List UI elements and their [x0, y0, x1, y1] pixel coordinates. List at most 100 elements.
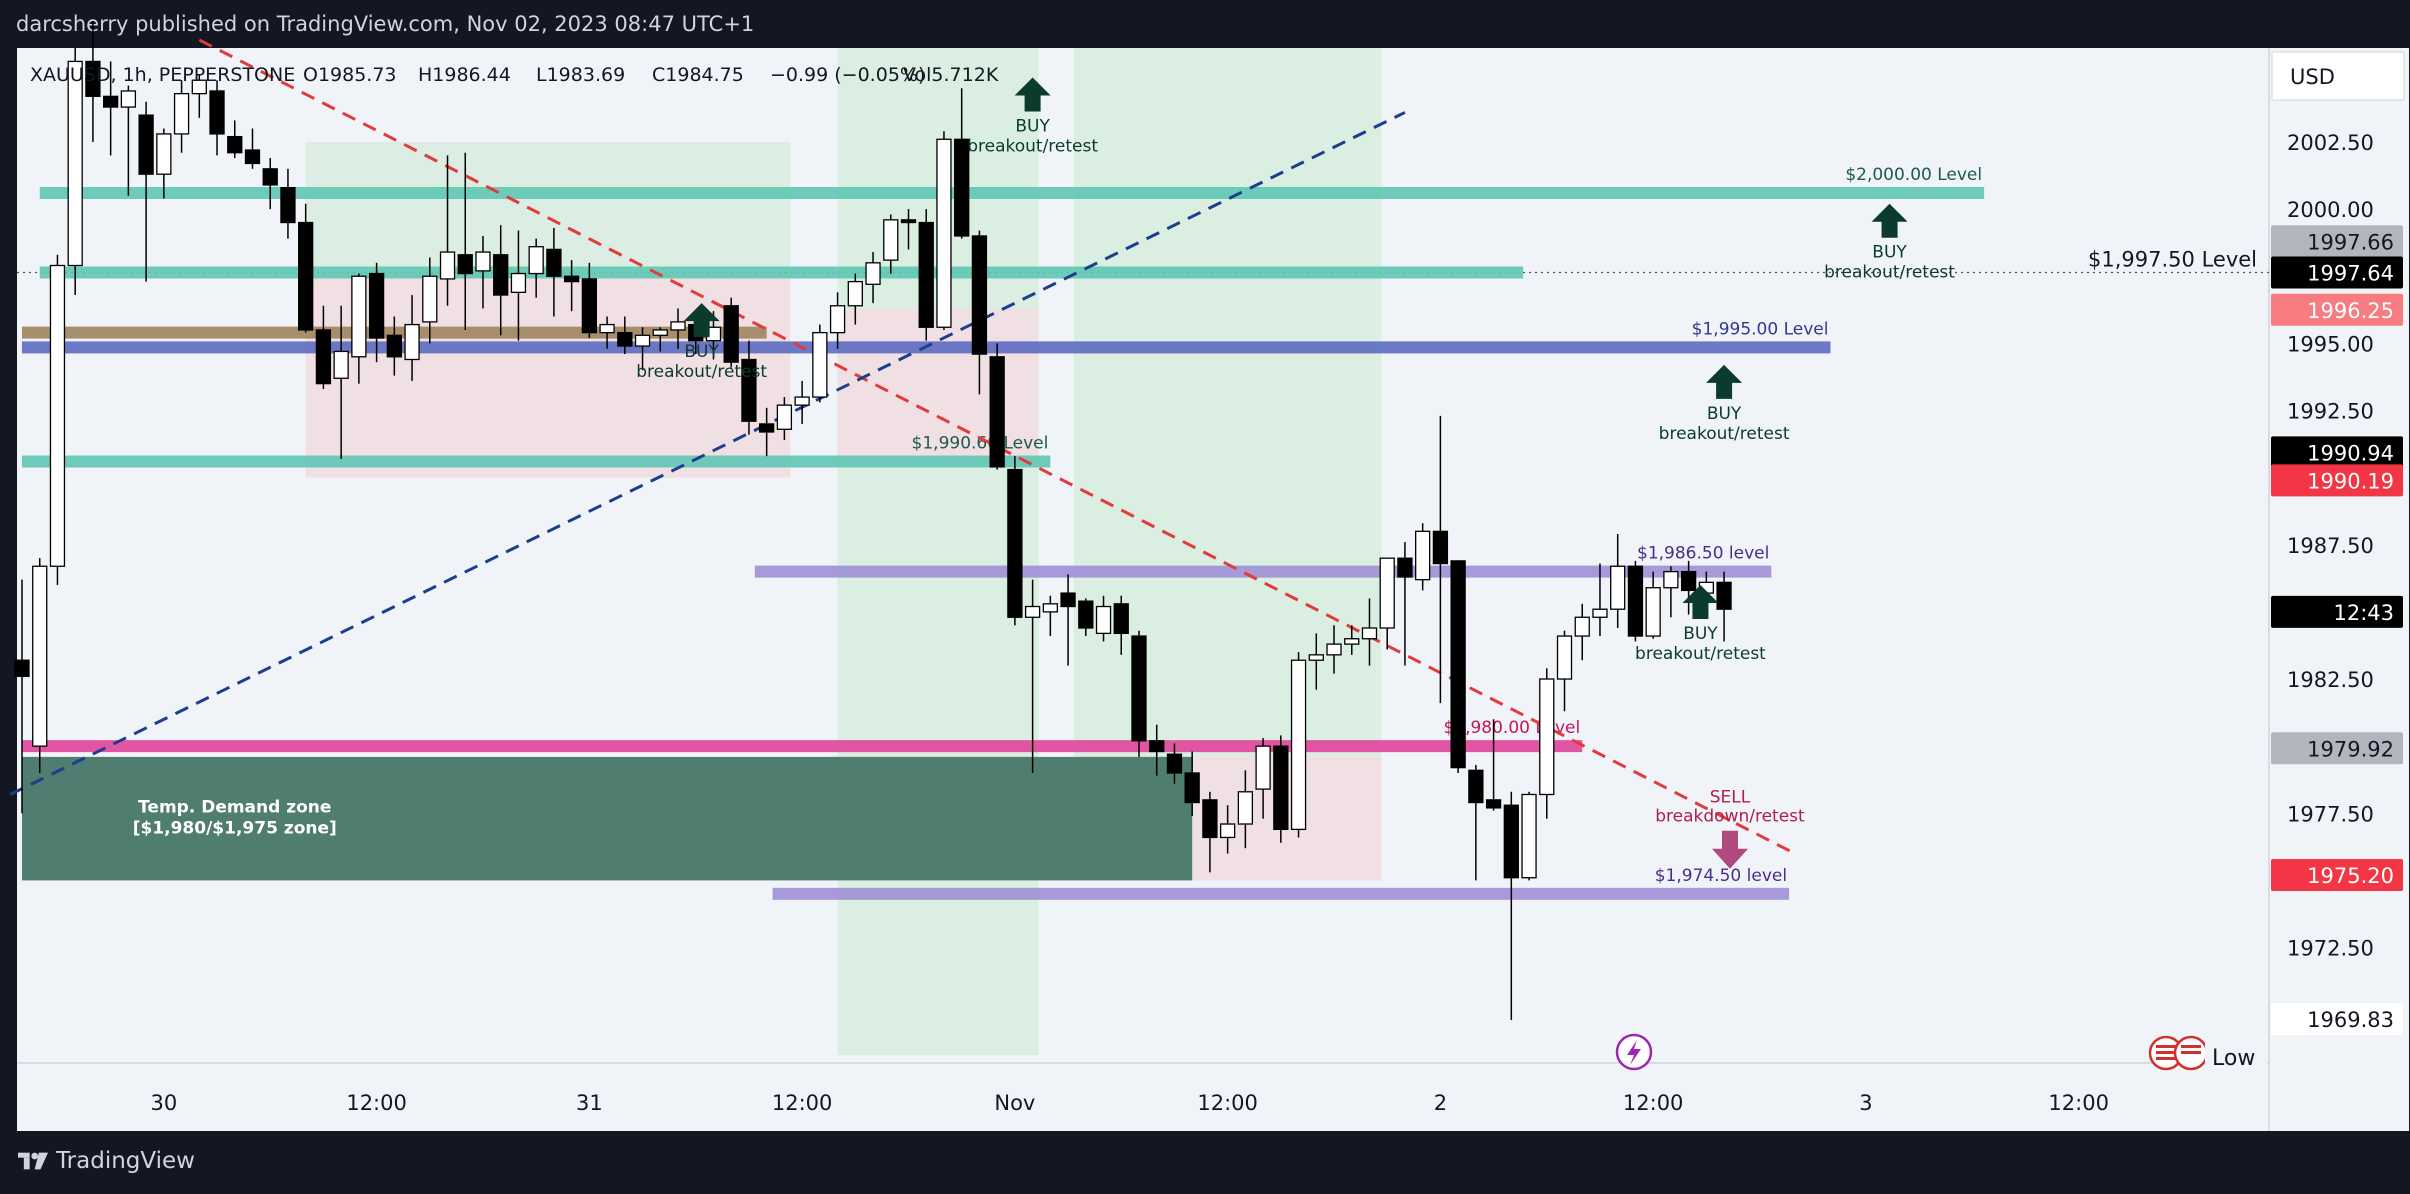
candle-body: [634, 334, 651, 347]
candle-body: [14, 659, 30, 677]
time-axis-background: [17, 1063, 2409, 1131]
buy-arrow-icon: [1871, 203, 1908, 238]
price-tick-label: 1992.50: [2287, 400, 2374, 424]
candle-body: [1326, 643, 1342, 656]
candle-body: [652, 329, 668, 336]
buy-arrow-icon: [683, 303, 720, 338]
price-badge: [2271, 464, 2403, 497]
candle-body: [315, 329, 332, 385]
candle-body: [368, 272, 385, 339]
candle-body: [244, 149, 261, 165]
candle-body: [422, 275, 438, 323]
candle-body: [1219, 823, 1236, 839]
shaded-box: [837, 308, 1039, 465]
buy-arrow-icon: [1014, 77, 1051, 112]
time-tick-label: 2: [1434, 1091, 1447, 1115]
price-tick-label: 1987.50: [2287, 534, 2374, 558]
shaded-box: [1073, 48, 1382, 881]
candle-body: [1450, 560, 1466, 769]
price-badge-label: 1969.83: [2307, 1008, 2394, 1032]
candle-body: [546, 248, 562, 277]
sell-arrow-icon: [1711, 830, 1748, 869]
price-badge-label: 1996.25: [2307, 299, 2394, 323]
candle-body: [741, 358, 757, 422]
level-band: [22, 455, 1051, 468]
candle-body: [1468, 769, 1484, 804]
candle-body: [581, 278, 598, 334]
lightning-icon[interactable]: [1615, 1033, 1653, 1071]
price-badge: [2271, 225, 2403, 258]
signal-markers: BUY breakout/retest BUY breakout/retest BUY b…: [636, 77, 2257, 869]
candle-body: [191, 79, 207, 95]
event-flag-icon[interactable]: [2148, 1035, 2209, 1071]
time-tick-label: 3: [1859, 1091, 1872, 1115]
level-band: [39, 187, 1985, 199]
level-label: $1,995.00 Level: [1692, 319, 1829, 339]
buy-arrow-icon: [1682, 585, 1719, 620]
candle-body: [1592, 608, 1608, 618]
signal-sublabel: breakout/retest: [967, 137, 1098, 157]
price-tick-label: 2002.50: [2287, 131, 2374, 155]
volume-value: Vol5.712K: [903, 64, 999, 86]
time-tick-label: 12:00: [1197, 1091, 1258, 1115]
candle-body: [1415, 530, 1431, 581]
candle-body: [351, 275, 367, 358]
candle-body: [1556, 635, 1573, 680]
candles: [14, 21, 1732, 1021]
candle-body: [1308, 654, 1324, 661]
publisher-header: darcsherry published on TradingView.com,…: [16, 12, 755, 36]
price-badge-label: 12:43: [2333, 601, 2394, 625]
currency-selector[interactable]: [2271, 51, 2405, 101]
price-badges: 1997.66 1997.64 1996.25 1990.94 1990.19 12:43…: [2271, 225, 2403, 1036]
time-tick-label: 12:00: [772, 1091, 833, 1115]
candle-body: [138, 114, 154, 175]
time-ticks: 30 12:00 31 12:00 Nov 12:00 2 12:00 3 12:00: [150, 1091, 2108, 1115]
demand-zone-group: Temp. Demand zone[$1,980/$1,975 zone]: [22, 756, 1193, 881]
candle-body: [67, 60, 83, 267]
currency-label: USD: [2290, 65, 2335, 89]
candle-body: [829, 305, 846, 334]
candle-body: [1078, 600, 1094, 629]
candle-body: [954, 138, 970, 237]
signal-sublabel: breakout/retest: [1659, 424, 1790, 444]
candle-body: [386, 334, 402, 358]
price-badge-label: 1975.20: [2307, 864, 2394, 888]
candle-body: [1379, 557, 1395, 629]
signal-sublabel: breakdown/retest: [1655, 807, 1805, 827]
candle-body: [1397, 557, 1413, 578]
footer-brand[interactable]: TradingView: [18, 1148, 195, 1174]
signal-label: BUY: [1683, 624, 1718, 644]
price-badge: [2271, 256, 2403, 289]
price-tick-label: 1982.50: [2287, 668, 2374, 692]
candle-body: [1485, 799, 1502, 809]
level-label: $1,986.50 level: [1637, 544, 1769, 564]
candle-body: [1024, 605, 1041, 618]
signal-label: BUY: [684, 342, 719, 362]
signal-label: BUY: [1872, 243, 1907, 263]
buy-arrow-icon: [1706, 364, 1743, 399]
demand-zone-sublabel: [$1,980/$1,975 zone]: [133, 819, 337, 839]
level-band: [772, 887, 1790, 900]
candle-body: [1663, 570, 1679, 589]
candle-body: [457, 254, 473, 275]
ohlc-close: C1984.75: [652, 64, 744, 86]
candle-body: [1255, 745, 1271, 790]
candle-body: [812, 331, 828, 398]
candle-body: [1042, 603, 1058, 613]
demand-zone: [22, 756, 1193, 881]
level-band: [39, 266, 1524, 279]
candle-body: [1680, 570, 1697, 592]
time-tick-label: 12:00: [1623, 1091, 1684, 1115]
signal-label: SELL: [1710, 788, 1751, 808]
time-tick-label: 12:00: [346, 1091, 407, 1115]
candle-body: [883, 219, 899, 261]
candle-body: [1149, 740, 1165, 753]
symbol-name: XAUUSD, 1h, PEPPERSTONE: [30, 64, 295, 86]
price-badge: [2271, 293, 2403, 326]
candle-body: [156, 133, 172, 175]
level-label: $2,000.00 Level: [1845, 165, 1982, 185]
time-tick-label: 12:00: [2048, 1091, 2109, 1115]
candle-body: [794, 396, 810, 406]
candle-body: [280, 186, 296, 224]
